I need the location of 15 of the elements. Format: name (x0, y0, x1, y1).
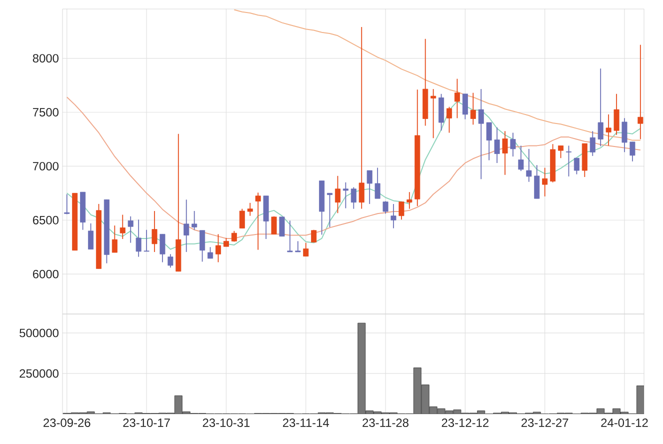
y-tick-label: 8000 (32, 54, 59, 63)
x-tick-label: 23-10-17 (123, 418, 170, 427)
y-tick-label: 6000 (32, 270, 59, 278)
x-tick-label: 23-12-27 (522, 418, 568, 427)
y-tick-label: 500000 (20, 328, 59, 338)
x-tick-label: 23-11-14 (282, 418, 329, 427)
x-tick-label: 23-11-28 (362, 418, 408, 427)
x-tick-label: 24-01-12 (601, 418, 648, 427)
x-tick-label: 23-10-31 (202, 418, 250, 427)
y-tick-label: 7000 (32, 162, 59, 170)
y-tick-label: 7500 (32, 108, 59, 116)
y-tick-label: 6500 (32, 216, 59, 224)
y-tick-label: 250000 (20, 369, 59, 378)
x-tick-label: 23-12-12 (442, 418, 488, 427)
x-tick-label: 23-09-26 (44, 418, 90, 427)
